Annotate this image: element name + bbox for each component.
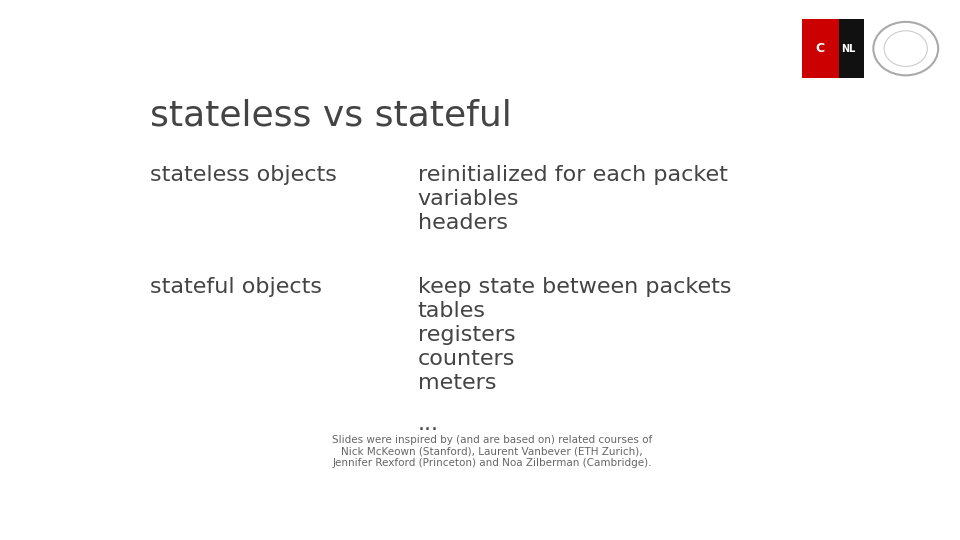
Text: stateful objects: stateful objects: [150, 277, 322, 297]
Text: Slides were inspired by (and are based on) related courses of
Nick McKeown (Stan: Slides were inspired by (and are based o…: [332, 435, 652, 468]
Bar: [839, 19, 864, 78]
Text: NL: NL: [841, 44, 855, 53]
Text: variables: variables: [418, 188, 519, 208]
Text: registers: registers: [418, 325, 516, 345]
Text: stateless objects: stateless objects: [150, 165, 337, 185]
Text: headers: headers: [418, 213, 508, 233]
Text: meters: meters: [418, 373, 496, 393]
Text: counters: counters: [418, 349, 515, 369]
Text: stateless vs stateful: stateless vs stateful: [150, 98, 512, 132]
Text: ...: ...: [418, 414, 439, 434]
Text: keep state between packets: keep state between packets: [418, 277, 732, 297]
Text: tables: tables: [418, 301, 486, 321]
Bar: [802, 19, 839, 78]
Text: reinitialized for each packet: reinitialized for each packet: [418, 165, 728, 185]
Text: C: C: [816, 42, 825, 55]
